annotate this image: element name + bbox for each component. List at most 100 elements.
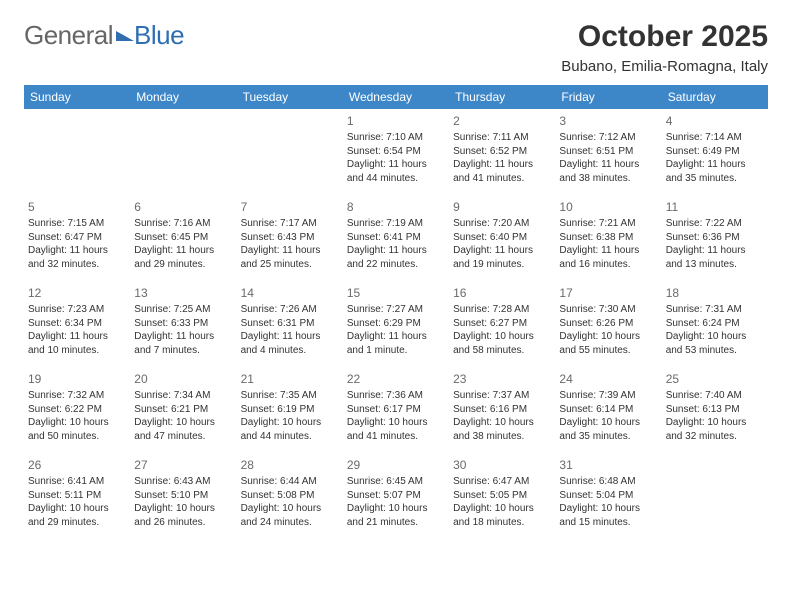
sunrise-line: Sunrise: 7:19 AM: [347, 217, 445, 231]
calendar-cell: 18 Sunrise: 7:31 AMSunset: 6:24 PMDayligh…: [662, 282, 768, 368]
calendar-week-row: 5Sunrise: 7:15 AMSunset: 6:47 PMDaylight…: [24, 196, 768, 282]
day-number: 19: [28, 372, 126, 386]
weekday-header: Tuesday: [237, 85, 343, 110]
weekday-header: Saturday: [662, 85, 768, 110]
sunrise-line: Sunrise: 6:48 AM: [559, 475, 657, 489]
daylight-line: Daylight: 10 hours and 50 minutes.: [28, 416, 126, 443]
day-number: 9: [453, 200, 551, 214]
day-number: 23: [453, 372, 551, 386]
day-number: 8: [347, 200, 445, 214]
day-number: 24: [559, 372, 657, 386]
sunrise-line: Sunrise: 7:28 AM: [453, 303, 551, 317]
daylight-line: Daylight: 10 hours and 32 minutes.: [666, 416, 764, 443]
sunset-line: Sunset: 5:05 PM: [453, 489, 551, 503]
weekday-header: Thursday: [449, 85, 555, 110]
daylight-line: Daylight: 11 hours and 25 minutes.: [241, 244, 339, 271]
day-number: 27: [134, 458, 232, 472]
calendar-cell: 12Sunrise: 7:23 AMSunset: 6:34 PMDayligh…: [24, 282, 130, 368]
day-number: 5: [28, 200, 126, 214]
location: Bubano, Emilia-Romagna, Italy: [561, 58, 768, 75]
calendar-cell: [130, 110, 236, 196]
daylight-line: Daylight: 11 hours and 4 minutes.: [241, 330, 339, 357]
sunrise-line: Sunrise: 7:15 AM: [28, 217, 126, 231]
calendar-cell: 31Sunrise: 6:48 AMSunset: 5:04 PMDayligh…: [555, 454, 661, 540]
sunset-line: Sunset: 6:27 PM: [453, 317, 551, 331]
weekday-header: Friday: [555, 85, 661, 110]
sunset-line: Sunset: 6:51 PM: [559, 145, 657, 159]
sunset-line: Sunset: 6:49 PM: [666, 145, 764, 159]
calendar-header-row: SundayMondayTuesdayWednesdayThursdayFrid…: [24, 85, 768, 110]
sunrise-line: Sunrise: 7:27 AM: [347, 303, 445, 317]
calendar-body: 1Sunrise: 7:10 AMSunset: 6:54 PMDaylight…: [24, 110, 768, 540]
daylight-line: Daylight: 10 hours and 44 minutes.: [241, 416, 339, 443]
sunrise-line: Sunrise: 7:35 AM: [241, 389, 339, 403]
daylight-line: Daylight: 10 hours and 18 minutes.: [453, 502, 551, 529]
daylight-line: Daylight: 10 hours and 58 minutes.: [453, 330, 551, 357]
day-number: 18: [666, 286, 764, 300]
sunset-line: Sunset: 5:07 PM: [347, 489, 445, 503]
sunset-line: Sunset: 6:26 PM: [559, 317, 657, 331]
sunrise-line: Sunrise: 7:10 AM: [347, 131, 445, 145]
sunrise-line: Sunrise: 7:14 AM: [666, 131, 764, 145]
calendar-cell: 1Sunrise: 7:10 AMSunset: 6:54 PMDaylight…: [343, 110, 449, 196]
sunrise-line: Sunrise: 7:16 AM: [134, 217, 232, 231]
sunrise-line: Sunrise: 7:25 AM: [134, 303, 232, 317]
sunrise-line: Sunrise: 7:31 AM: [666, 303, 764, 317]
calendar-cell: 9Sunrise: 7:20 AMSunset: 6:40 PMDaylight…: [449, 196, 555, 282]
weekday-header: Sunday: [24, 85, 130, 110]
day-number: 12: [28, 286, 126, 300]
sunset-line: Sunset: 6:38 PM: [559, 231, 657, 245]
daylight-line: Daylight: 11 hours and 16 minutes.: [559, 244, 657, 271]
day-number: 10: [559, 200, 657, 214]
calendar-week-row: 12Sunrise: 7:23 AMSunset: 6:34 PMDayligh…: [24, 282, 768, 368]
weekday-header: Wednesday: [343, 85, 449, 110]
sunset-line: Sunset: 6:24 PM: [666, 317, 764, 331]
calendar-week-row: 1Sunrise: 7:10 AMSunset: 6:54 PMDaylight…: [24, 110, 768, 196]
daylight-line: Daylight: 10 hours and 55 minutes.: [559, 330, 657, 357]
sunrise-line: Sunrise: 6:43 AM: [134, 475, 232, 489]
sunset-line: Sunset: 6:52 PM: [453, 145, 551, 159]
calendar-cell: 22Sunrise: 7:36 AMSunset: 6:17 PMDayligh…: [343, 368, 449, 454]
day-number: 11: [666, 200, 764, 214]
daylight-line: Daylight: 10 hours and 53 minutes.: [666, 330, 764, 357]
sunset-line: Sunset: 6:45 PM: [134, 231, 232, 245]
calendar-cell: 30Sunrise: 6:47 AMSunset: 5:05 PMDayligh…: [449, 454, 555, 540]
sunrise-line: Sunrise: 7:12 AM: [559, 131, 657, 145]
calendar-cell: 19Sunrise: 7:32 AMSunset: 6:22 PMDayligh…: [24, 368, 130, 454]
day-number: 17: [559, 286, 657, 300]
calendar-cell: 26Sunrise: 6:41 AMSunset: 5:11 PMDayligh…: [24, 454, 130, 540]
calendar-cell: 28Sunrise: 6:44 AMSunset: 5:08 PMDayligh…: [237, 454, 343, 540]
sunrise-line: Sunrise: 7:21 AM: [559, 217, 657, 231]
calendar-cell: 24Sunrise: 7:39 AMSunset: 6:14 PMDayligh…: [555, 368, 661, 454]
day-number: 3: [559, 114, 657, 128]
sunset-line: Sunset: 6:41 PM: [347, 231, 445, 245]
month-title: October 2025: [561, 20, 768, 54]
calendar-cell: 25Sunrise: 7:40 AMSunset: 6:13 PMDayligh…: [662, 368, 768, 454]
day-number: 29: [347, 458, 445, 472]
daylight-line: Daylight: 10 hours and 29 minutes.: [28, 502, 126, 529]
day-number: 25: [666, 372, 764, 386]
sunrise-line: Sunrise: 6:47 AM: [453, 475, 551, 489]
sunset-line: Sunset: 6:19 PM: [241, 403, 339, 417]
daylight-line: Daylight: 10 hours and 47 minutes.: [134, 416, 232, 443]
day-number: 15: [347, 286, 445, 300]
daylight-line: Daylight: 11 hours and 19 minutes.: [453, 244, 551, 271]
sunrise-line: Sunrise: 7:17 AM: [241, 217, 339, 231]
daylight-line: Daylight: 11 hours and 22 minutes.: [347, 244, 445, 271]
sunrise-line: Sunrise: 7:39 AM: [559, 389, 657, 403]
logo-mark-icon: [116, 31, 134, 41]
day-number: 4: [666, 114, 764, 128]
day-number: 21: [241, 372, 339, 386]
calendar-cell: 3Sunrise: 7:12 AMSunset: 6:51 PMDaylight…: [555, 110, 661, 196]
calendar-cell: 7Sunrise: 7:17 AMSunset: 6:43 PMDaylight…: [237, 196, 343, 282]
sunset-line: Sunset: 6:31 PM: [241, 317, 339, 331]
sunset-line: Sunset: 6:43 PM: [241, 231, 339, 245]
daylight-line: Daylight: 10 hours and 38 minutes.: [453, 416, 551, 443]
sunset-line: Sunset: 6:21 PM: [134, 403, 232, 417]
calendar-week-row: 19Sunrise: 7:32 AMSunset: 6:22 PMDayligh…: [24, 368, 768, 454]
sunset-line: Sunset: 6:47 PM: [28, 231, 126, 245]
sunrise-line: Sunrise: 7:20 AM: [453, 217, 551, 231]
daylight-line: Daylight: 11 hours and 32 minutes.: [28, 244, 126, 271]
calendar-cell: [24, 110, 130, 196]
day-number: 26: [28, 458, 126, 472]
